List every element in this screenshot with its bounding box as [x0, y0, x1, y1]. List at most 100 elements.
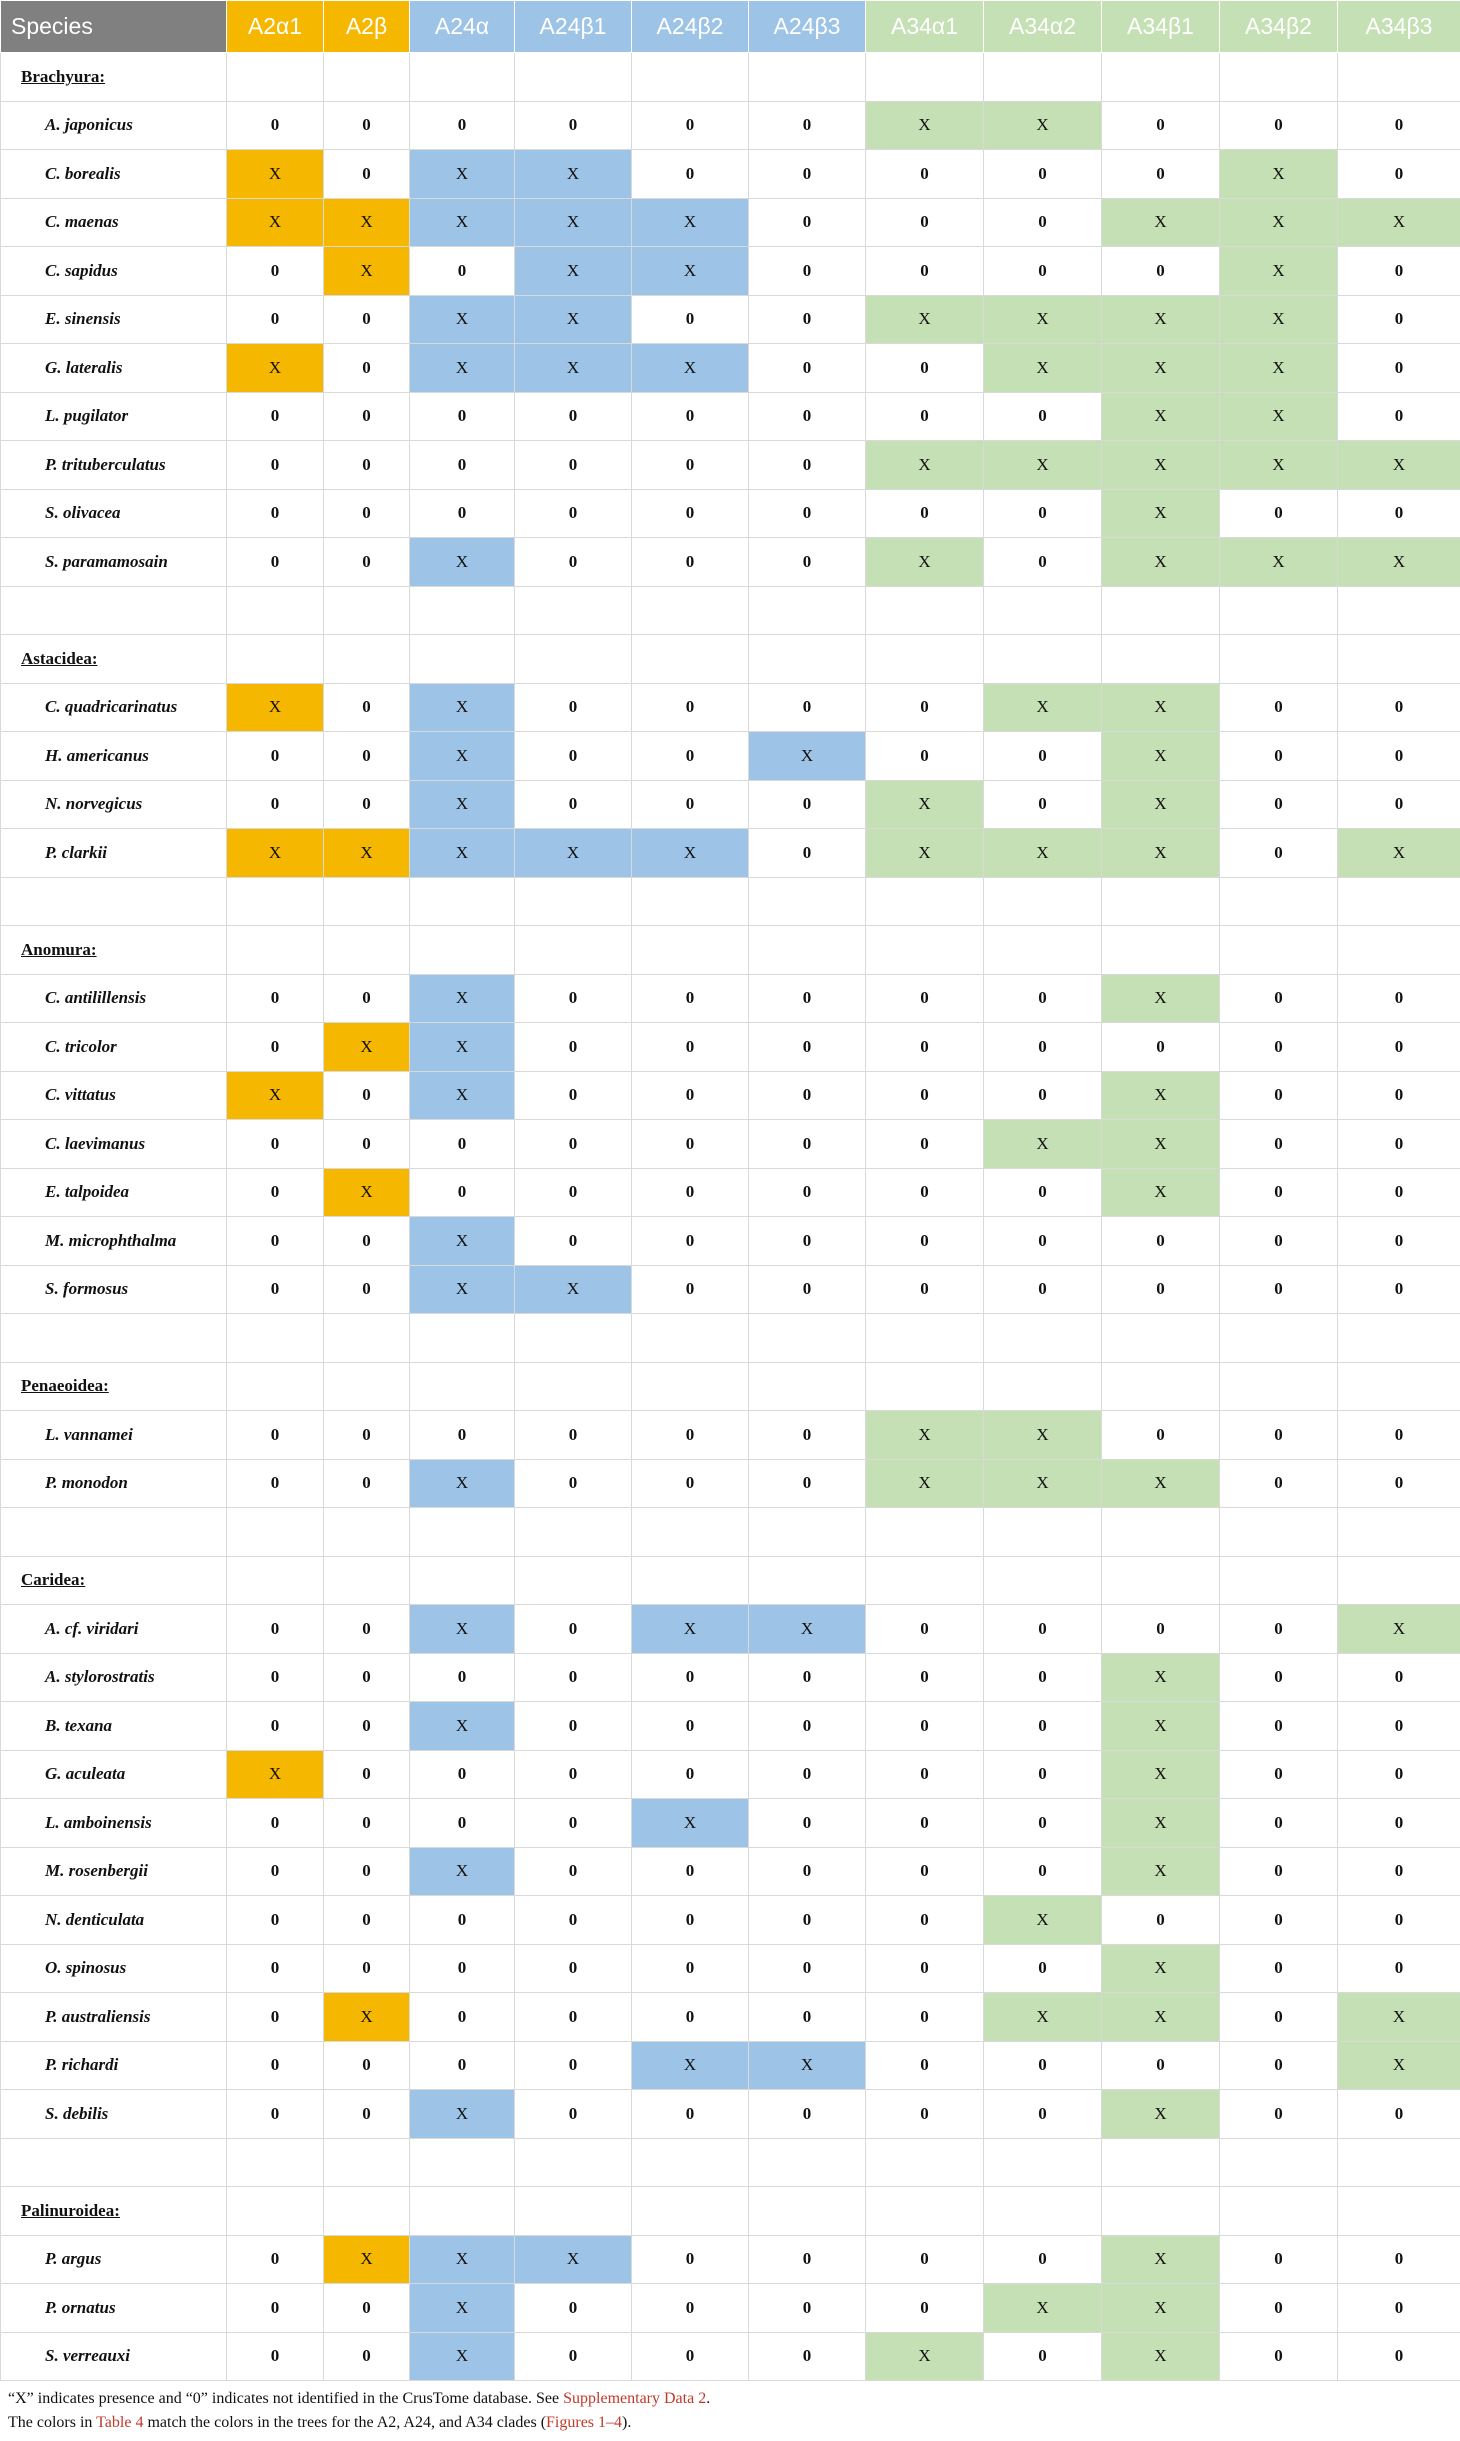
table-row: C. maenas X X X X X 0 0 0 X X X	[0, 197, 1460, 247]
empty-cell	[1101, 876, 1220, 926]
absence-cell: 0	[1337, 1798, 1460, 1848]
empty-cell	[323, 1507, 410, 1557]
species-name: P. trituberculatus	[0, 440, 227, 490]
absence-cell: 0	[748, 2283, 866, 2333]
presence-cell: X	[1219, 537, 1338, 587]
absence-cell: 0	[514, 1943, 632, 1993]
presence-cell: X	[1101, 1701, 1220, 1751]
presence-cell: X	[409, 1022, 515, 1072]
absence-cell: 0	[1219, 1167, 1338, 1217]
empty-cell	[514, 876, 632, 926]
absence-cell: 0	[323, 1264, 410, 1314]
absence-cell: 0	[226, 2331, 324, 2381]
empty-cell	[1219, 2137, 1338, 2187]
empty-cell	[631, 925, 749, 975]
table-row: P. trituberculatus 0 0 0 0 0 0 X X X X X	[0, 440, 1460, 490]
presence-cell: X	[323, 1167, 410, 1217]
table-4-link[interactable]: Table 4	[96, 2414, 144, 2431]
presence-cell: X	[409, 1216, 515, 1266]
presence-cell: X	[1101, 1119, 1220, 1169]
absence-cell: 0	[323, 731, 410, 781]
empty-cell	[323, 1313, 410, 1363]
header-column: A34β2	[1219, 0, 1338, 53]
presence-cell: X	[226, 197, 324, 247]
absence-cell: 0	[409, 100, 515, 150]
empty-cell	[226, 585, 324, 635]
absence-cell: 0	[226, 1264, 324, 1314]
absence-cell: 0	[1219, 828, 1338, 878]
empty-cell	[748, 52, 866, 102]
empty-cell	[865, 2186, 984, 2236]
presence-cell: X	[1219, 343, 1338, 393]
absence-cell: 0	[323, 1846, 410, 1896]
absence-cell: 0	[748, 779, 866, 829]
species-name: E. talpoidea	[0, 1167, 227, 1217]
absence-cell: 0	[226, 1410, 324, 1460]
absence-cell: 0	[983, 1749, 1102, 1799]
absence-cell: 0	[1219, 488, 1338, 538]
presence-cell: X	[865, 100, 984, 150]
presence-cell: X	[1337, 2040, 1460, 2090]
absence-cell: 0	[631, 1943, 749, 1993]
empty-cell	[409, 876, 515, 926]
empty-cell	[323, 1555, 410, 1605]
empty-cell	[1219, 1313, 1338, 1363]
spacer-row	[0, 1313, 1460, 1363]
absence-cell: 0	[983, 537, 1102, 587]
absence-cell: 0	[409, 1652, 515, 1702]
empty-cell	[1337, 1313, 1460, 1363]
group-row: Anomura:	[0, 925, 1460, 975]
empty-cell	[1337, 1361, 1460, 1411]
presence-cell: X	[1101, 440, 1220, 490]
presence-cell: X	[409, 2234, 515, 2284]
figures-link[interactable]: Figures 1–4	[546, 2414, 623, 2431]
absence-cell: 0	[865, 391, 984, 441]
presence-cell: X	[1101, 2089, 1220, 2139]
absence-cell: 0	[631, 1410, 749, 1460]
absence-cell: 0	[748, 1216, 866, 1266]
absence-cell: 0	[1219, 2089, 1338, 2139]
absence-cell: 0	[748, 1022, 866, 1072]
absence-cell: 0	[226, 1895, 324, 1945]
empty-cell	[983, 1555, 1102, 1605]
empty-cell	[514, 1361, 632, 1411]
empty-cell	[983, 2186, 1102, 2236]
absence-cell: 0	[983, 1652, 1102, 1702]
empty-cell	[1219, 876, 1338, 926]
supplementary-data-link[interactable]: Supplementary Data 2	[563, 2390, 707, 2407]
empty-cell	[0, 1313, 227, 1363]
absence-cell: 0	[631, 1992, 749, 2042]
absence-cell: 0	[865, 343, 984, 393]
absence-cell: 0	[748, 1943, 866, 1993]
table-row: G. lateralis X 0 X X X 0 0 X X X 0	[0, 343, 1460, 393]
empty-cell	[631, 1555, 749, 1605]
absence-cell: 0	[226, 1652, 324, 1702]
table-row: P. australiensis 0 X 0 0 0 0 0 X X 0 X	[0, 1992, 1460, 2042]
absence-cell: 0	[865, 1798, 984, 1848]
empty-cell	[1101, 2137, 1220, 2187]
absence-cell: 0	[748, 1798, 866, 1848]
table-header: Species A2α1 A2β A24α A24β1 A24β2 A24β3 A34α1 A…	[0, 0, 1460, 53]
presence-cell: X	[409, 294, 515, 344]
absence-cell: 0	[748, 1264, 866, 1314]
empty-cell	[1101, 1361, 1220, 1411]
presence-cell: X	[226, 1749, 324, 1799]
empty-cell	[748, 585, 866, 635]
presence-cell: X	[514, 149, 632, 199]
absence-cell: 0	[631, 537, 749, 587]
empty-cell	[409, 1507, 515, 1557]
empty-cell	[748, 1507, 866, 1557]
absence-cell: 0	[1337, 1943, 1460, 1993]
absence-cell: 0	[1337, 1410, 1460, 1460]
absence-cell: 0	[514, 1458, 632, 1508]
absence-cell: 0	[514, 1846, 632, 1896]
absence-cell: 0	[983, 1943, 1102, 1993]
table-row: P. clarkii X X X X X 0 X X X 0 X	[0, 828, 1460, 878]
presence-cell: X	[631, 1604, 749, 1654]
table-row: N. norvegicus 0 0 X 0 0 0 X 0 X 0 0	[0, 779, 1460, 829]
presence-cell: X	[1101, 779, 1220, 829]
absence-cell: 0	[1101, 1216, 1220, 1266]
absence-cell: 0	[514, 2089, 632, 2139]
absence-cell: 0	[323, 1652, 410, 1702]
absence-cell: 0	[1101, 1264, 1220, 1314]
